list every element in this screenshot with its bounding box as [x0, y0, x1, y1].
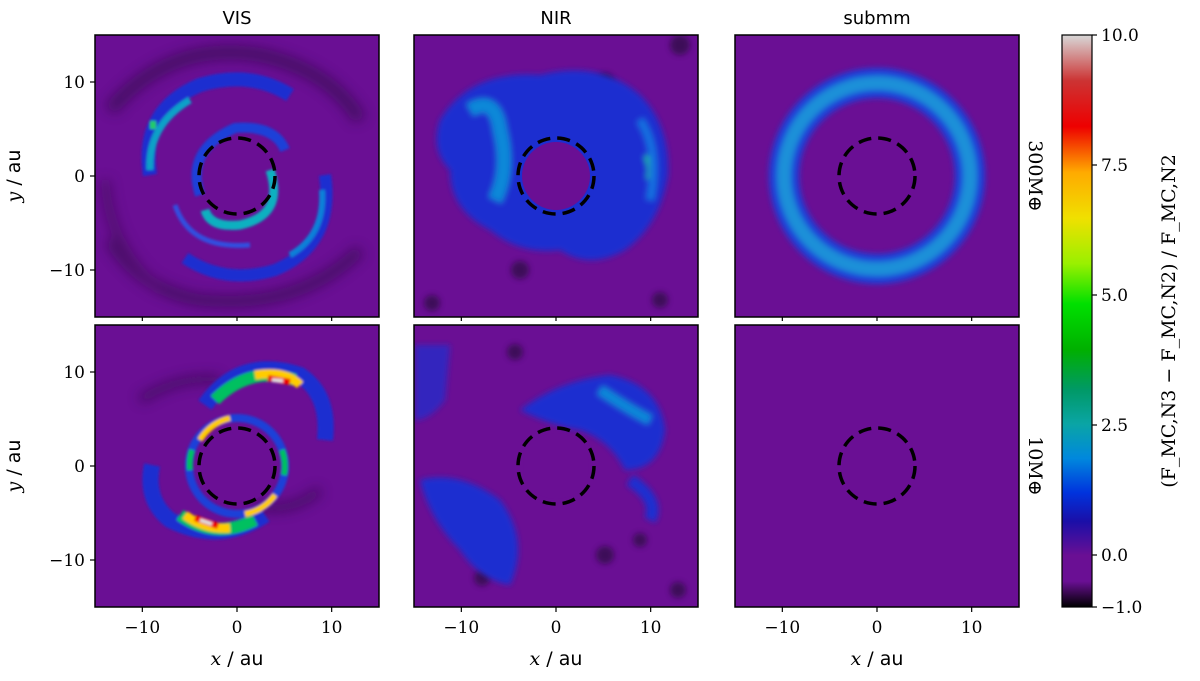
y-tick-label: 10	[63, 363, 85, 383]
panel-vis-10m	[95, 325, 379, 607]
y-tick-label: −10	[49, 261, 85, 281]
x-axis-label: x / au	[530, 648, 583, 670]
colorbar-tick-label: 10.0	[1101, 26, 1139, 46]
panel-submm-300m	[735, 35, 1019, 317]
x-tick-label: 10	[961, 618, 983, 638]
column-title-vis: VIS	[222, 8, 251, 29]
x-tick-label: −10	[443, 618, 479, 638]
inner-circle	[516, 136, 596, 216]
y-tick-label: 0	[74, 457, 85, 477]
colorbar-tick-label: 7.5	[1101, 156, 1128, 176]
x-axis-label: x / au	[851, 648, 904, 670]
panel-vis-300m	[95, 35, 379, 317]
x-tick-label: 10	[640, 618, 662, 638]
inner-circle	[837, 426, 917, 506]
x-tick-label: 0	[551, 618, 562, 638]
y-axis-label: y / au	[3, 150, 25, 204]
panel-nir-10m	[414, 325, 698, 607]
colorbar-tick-label: −1.0	[1101, 598, 1142, 618]
inner-circle	[197, 426, 277, 506]
panel-submm-10m	[735, 325, 1019, 607]
colorbar-tick-label: 5.0	[1101, 286, 1128, 306]
colorbar-label: (F_MC,N3 − F_MC,N2) / F_MC,N2	[1158, 154, 1180, 488]
y-axis-label: y / au	[3, 440, 25, 494]
y-tick-label: 0	[74, 167, 85, 187]
x-tick-label: 10	[321, 618, 343, 638]
inner-radius-circles	[197, 136, 917, 506]
x-tick-label: 0	[232, 618, 243, 638]
inner-circle	[197, 136, 277, 216]
y-tick-label: −10	[49, 551, 85, 571]
row-label-300m: 300M⊕	[1024, 140, 1046, 212]
inner-circle	[516, 426, 596, 506]
column-title-submm: submm	[843, 8, 910, 29]
x-axis-label: x / au	[211, 648, 264, 670]
column-title-nir: NIR	[540, 8, 571, 29]
colorbar	[1061, 34, 1093, 608]
y-tick-label: 10	[63, 73, 85, 93]
inner-circle	[837, 136, 917, 216]
x-tick-label: 0	[872, 618, 883, 638]
colorbar-tick-label: 2.5	[1101, 416, 1128, 436]
panel-nir-300m	[414, 35, 698, 317]
row-label-10m: 10M⊕	[1024, 436, 1046, 496]
x-tick-label: −10	[764, 618, 800, 638]
colorbar-tick-label: 0.0	[1101, 546, 1128, 566]
x-tick-label: −10	[124, 618, 160, 638]
